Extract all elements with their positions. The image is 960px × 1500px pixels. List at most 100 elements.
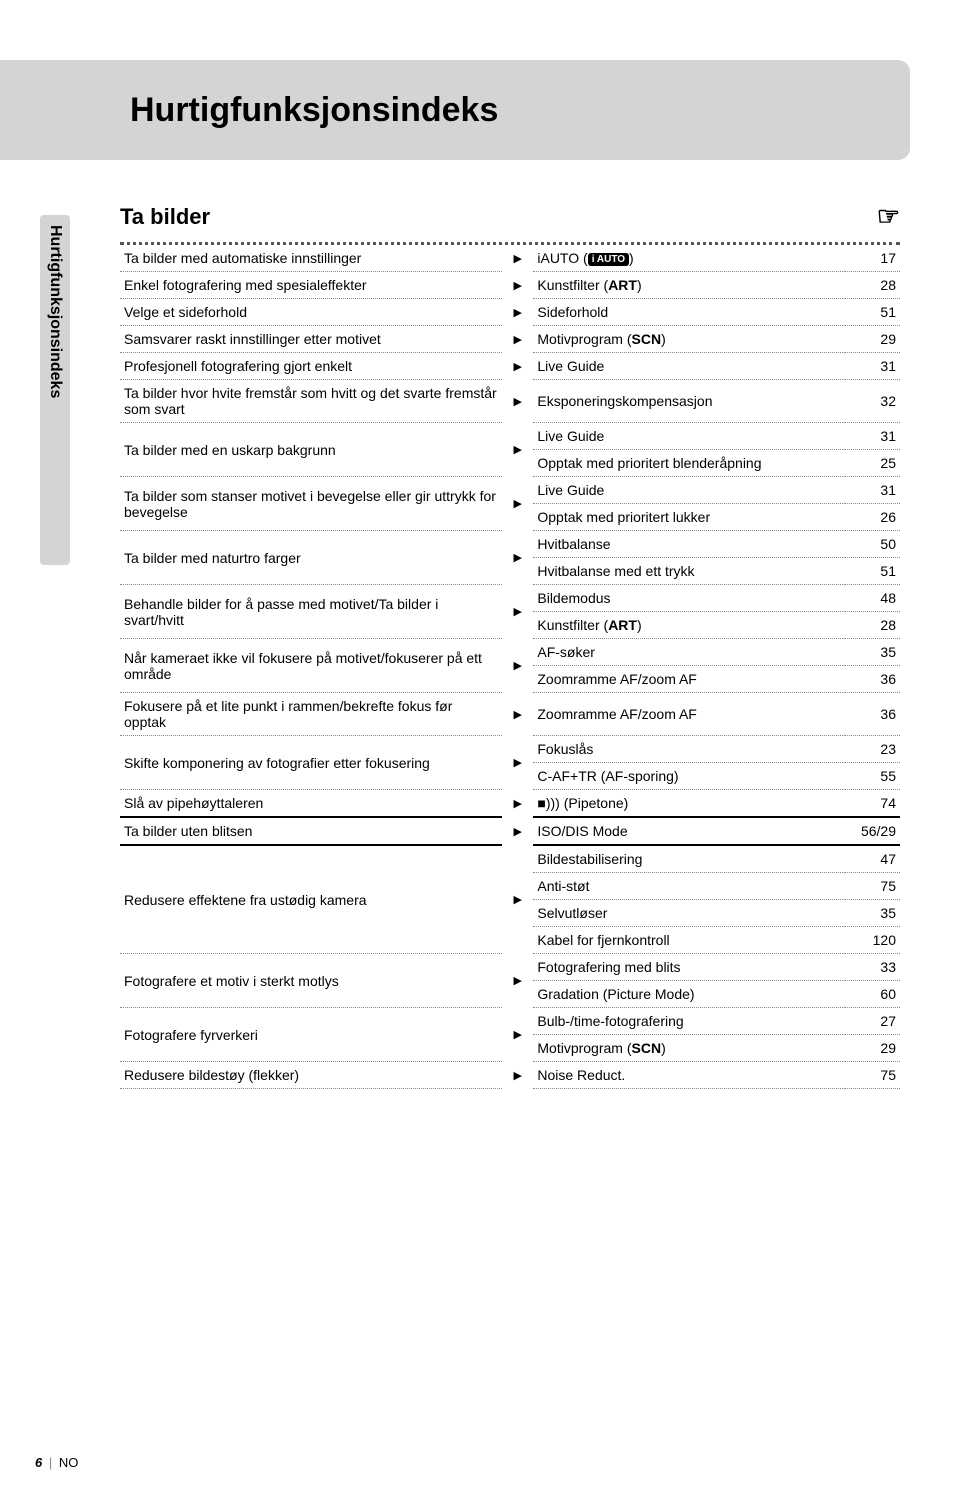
reference-cell: Noise Reduct.: [533, 1062, 845, 1089]
page-cell: 33: [845, 954, 900, 981]
table-row: Samsvarer raskt innstillinger etter moti…: [120, 326, 900, 353]
task-cell: Redusere bildestøy (flekker): [120, 1062, 502, 1089]
page-cell: 31: [845, 353, 900, 380]
table-row: Ta bilder med en uskarp bakgrunn▶Live Gu…: [120, 423, 900, 450]
task-cell: Ta bilder uten blitsen: [120, 817, 502, 845]
page-cell: 29: [845, 326, 900, 353]
task-cell: Ta bilder hvor hvite fremstår som hvitt …: [120, 380, 502, 423]
arrow-icon: ▶: [502, 477, 533, 531]
page-number: 6: [35, 1455, 42, 1470]
page-cell: 31: [845, 477, 900, 504]
reference-cell: Sideforhold: [533, 299, 845, 326]
task-cell: Skifte komponering av fotografier etter …: [120, 736, 502, 790]
arrow-icon: ▶: [502, 353, 533, 380]
table-row: Når kameraet ikke vil fokusere på motive…: [120, 639, 900, 666]
arrow-icon: ▶: [502, 845, 533, 954]
task-cell: Fotografere et motiv i sterkt motlys: [120, 954, 502, 1008]
page-cell: 31: [845, 423, 900, 450]
reference-cell: Anti-støt: [533, 873, 845, 900]
reference-cell: Eksponeringskompensasjon: [533, 380, 845, 423]
arrow-icon: ▶: [502, 1008, 533, 1062]
page-cell: 36: [845, 693, 900, 736]
page-header: Hurtigfunksjonsindeks: [0, 60, 910, 160]
arrow-icon: ▶: [502, 299, 533, 326]
reference-cell: C-AF+TR (AF-sporing): [533, 763, 845, 790]
reference-cell: Fokuslås: [533, 736, 845, 763]
page-cell: 29: [845, 1035, 900, 1062]
page-cell: 50: [845, 531, 900, 558]
arrow-icon: ▶: [502, 954, 533, 1008]
reference-cell: Kabel for fjernkontroll: [533, 927, 845, 954]
reference-cell: Bildestabilisering: [533, 845, 845, 873]
reference-cell: Selvutløser: [533, 900, 845, 927]
footer-separator: |: [49, 1455, 52, 1470]
reference-cell: Opptak med prioritert lukker: [533, 504, 845, 531]
arrow-icon: ▶: [502, 585, 533, 639]
task-cell: Fotografere fyrverkeri: [120, 1008, 502, 1062]
table-row: Ta bilder med naturtro farger▶Hvitbalans…: [120, 531, 900, 558]
hand-icon: ☞: [877, 201, 900, 232]
table-row: Enkel fotografering med spesialeffekter▶…: [120, 272, 900, 299]
arrow-icon: ▶: [502, 423, 533, 477]
table-row: Fotografere fyrverkeri▶Bulb-/time-fotogr…: [120, 1008, 900, 1035]
reference-cell: Live Guide: [533, 353, 845, 380]
page-cell: 25: [845, 450, 900, 477]
page-cell: 47: [845, 845, 900, 873]
arrow-icon: ▶: [502, 380, 533, 423]
page-cell: 28: [845, 612, 900, 639]
table-row: Fokusere på et lite punkt i rammen/bekre…: [120, 693, 900, 736]
arrow-icon: ▶: [502, 531, 533, 585]
table-row: Redusere bildestøy (flekker)▶Noise Reduc…: [120, 1062, 900, 1089]
task-cell: Redusere effektene fra ustødig kamera: [120, 845, 502, 954]
page-cell: 32: [845, 380, 900, 423]
reference-cell: Kunstfilter (ART): [533, 272, 845, 299]
page-cell: 48: [845, 585, 900, 612]
reference-cell: Bulb-/time-fotografering: [533, 1008, 845, 1035]
reference-cell: Motivprogram (SCN): [533, 326, 845, 353]
arrow-icon: ▶: [502, 272, 533, 299]
reference-cell: Live Guide: [533, 477, 845, 504]
reference-cell: Hvitbalanse med ett trykk: [533, 558, 845, 585]
reference-cell: Hvitbalanse: [533, 531, 845, 558]
arrow-icon: ▶: [502, 790, 533, 818]
page-cell: 75: [845, 873, 900, 900]
side-tab: Hurtigfunksjonsindeks: [40, 215, 70, 565]
page-cell: 28: [845, 272, 900, 299]
reference-cell: Gradation (Picture Mode): [533, 981, 845, 1008]
reference-cell: ISO/DIS Mode: [533, 817, 845, 845]
task-cell: Ta bilder som stanser motivet i bevegels…: [120, 477, 502, 531]
table-row: Slå av pipehøyttaleren▶■))) (Pipetone)74: [120, 790, 900, 818]
task-cell: Ta bilder med automatiske innstillinger: [120, 245, 502, 272]
page-title: Hurtigfunksjonsindeks: [130, 91, 498, 130]
page-cell: 56/29: [845, 817, 900, 845]
reference-cell: Zoomramme AF/zoom AF: [533, 693, 845, 736]
arrow-icon: ▶: [502, 245, 533, 272]
reference-cell: Opptak med prioritert blenderåpning: [533, 450, 845, 477]
index-table: Ta bilder med automatiske innstillinger▶…: [120, 245, 900, 1089]
table-row: Ta bilder hvor hvite fremstår som hvitt …: [120, 380, 900, 423]
page-cell: 55: [845, 763, 900, 790]
table-row: Velge et sideforhold▶Sideforhold51: [120, 299, 900, 326]
arrow-icon: ▶: [502, 817, 533, 845]
page-cell: 120: [845, 927, 900, 954]
task-cell: Når kameraet ikke vil fokusere på motive…: [120, 639, 502, 693]
reference-cell: Zoomramme AF/zoom AF: [533, 666, 845, 693]
page-cell: 51: [845, 299, 900, 326]
section-title: Ta bilder: [120, 204, 210, 230]
table-row: Profesjonell fotografering gjort enkelt▶…: [120, 353, 900, 380]
reference-cell: Kunstfilter (ART): [533, 612, 845, 639]
page-cell: 35: [845, 639, 900, 666]
reference-cell: Bildemodus: [533, 585, 845, 612]
arrow-icon: ▶: [502, 1062, 533, 1089]
task-cell: Velge et sideforhold: [120, 299, 502, 326]
table-row: Skifte komponering av fotografier etter …: [120, 736, 900, 763]
page-footer: 6 | NO: [35, 1455, 78, 1470]
reference-cell: ■))) (Pipetone): [533, 790, 845, 818]
page-cell: 26: [845, 504, 900, 531]
arrow-icon: ▶: [502, 326, 533, 353]
reference-cell: Fotografering med blits: [533, 954, 845, 981]
page-cell: 17: [845, 245, 900, 272]
section-title-row: Ta bilder ☞: [120, 195, 900, 245]
reference-cell: iAUTO (i AUTO): [533, 245, 845, 272]
table-row: Fotografere et motiv i sterkt motlys▶Fot…: [120, 954, 900, 981]
